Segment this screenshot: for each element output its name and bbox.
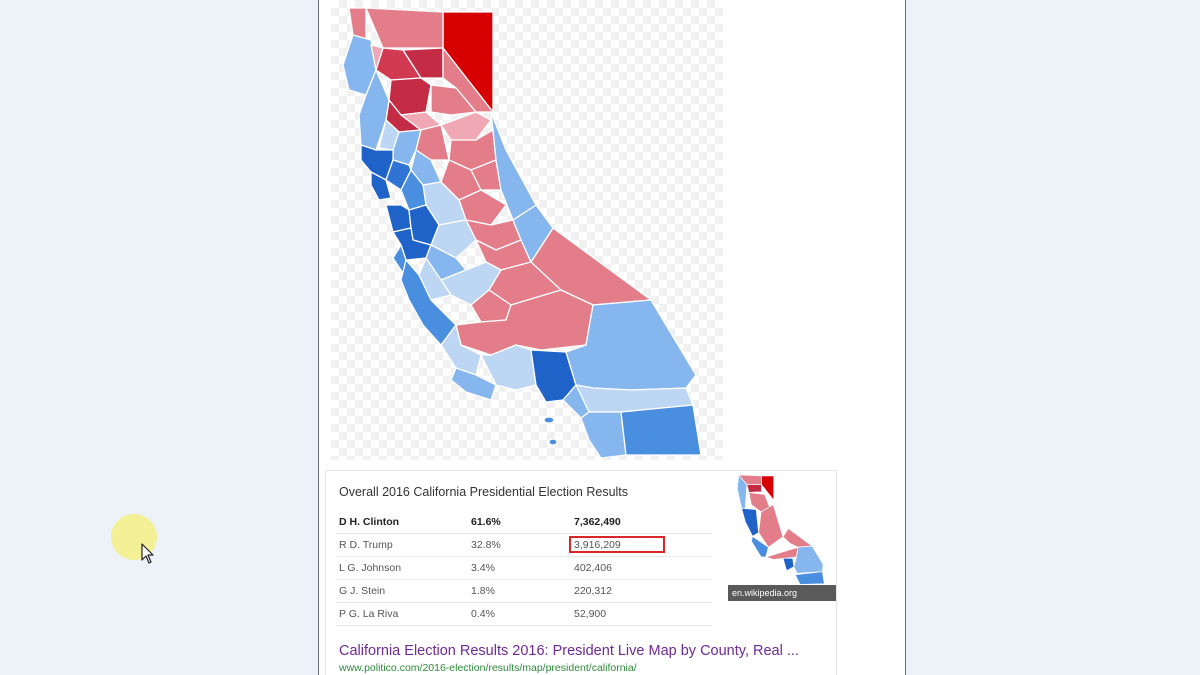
county-stanislaus[interactable] [430,219,477,259]
county-san-benito[interactable] [418,257,452,301]
candidate-percent: 1.8% [468,579,571,603]
candidate-percent: 61.6% [468,511,571,534]
candidate-votes: 402,406 [571,556,712,580]
result-title-link[interactable]: California Election Results 2016: Presid… [339,643,799,659]
california-county-map[interactable] [331,0,723,460]
table-row: L G. Johnson 3.4% 402,406 [336,556,712,580]
results-table: D H. Clinton 61.6% 7,362,490 R D. Trump … [336,511,712,626]
island-santa-catalina [543,416,555,424]
table-row: D H. Clinton 61.6% 7,362,490 [336,511,712,534]
county-siskiyou[interactable] [365,7,444,49]
county-marin[interactable] [370,171,392,201]
island-san-clemente [548,438,558,446]
candidate-percent: 3.4% [468,556,571,580]
results-title: Overall 2016 California Presidential Ele… [339,485,629,499]
thumbnail-source: en.wikipedia.org [728,585,836,601]
candidate-name: R D. Trump [336,533,468,557]
candidate-votes: 52,900 [571,602,712,626]
county-del-norte[interactable] [348,7,367,41]
map-thumbnail[interactable]: en.wikipedia.org [728,473,836,601]
candidate-name: P G. La Riva [336,602,468,626]
candidate-percent: 0.4% [468,602,571,626]
county-mendocino[interactable] [358,69,390,151]
table-row: P G. La Riva 0.4% 52,900 [336,602,712,626]
county-plumas[interactable] [430,84,477,116]
county-map-svg [342,7,702,459]
county-san-diego[interactable] [580,411,627,459]
county-santa-barbara[interactable] [450,367,497,401]
candidate-votes: 3,916,209 [574,539,621,551]
county-contra-costa[interactable] [400,169,427,211]
candidate-name: D H. Clinton [336,511,468,534]
county-nevada-border[interactable] [490,111,537,221]
candidate-percent: 32.8% [468,533,571,557]
county-imperial[interactable] [620,404,702,456]
candidate-votes: 7,362,490 [571,511,712,534]
thumbnail-map-svg [736,474,825,585]
candidate-name: G J. Stein [336,579,468,603]
candidate-votes: 220,312 [571,579,712,603]
candidate-name: L G. Johnson [336,556,468,580]
vote-highlight-box [569,536,665,553]
county-sierra[interactable] [440,111,492,141]
election-results-card: Overall 2016 California Presidential Ele… [325,470,837,675]
result-url[interactable]: www.politico.com/2016-election/results/m… [339,662,637,674]
county-san-mateo[interactable] [385,204,412,233]
search-result-page: Overall 2016 California Presidential Ele… [318,0,906,675]
table-row: G J. Stein 1.8% 220,312 [336,579,712,603]
table-row: R D. Trump 32.8% 3,916,209 [336,533,712,557]
county-trinity-south[interactable] [370,44,384,71]
candidate-votes-cell: 3,916,209 [569,533,712,557]
mouse-pointer-icon [141,543,154,564]
